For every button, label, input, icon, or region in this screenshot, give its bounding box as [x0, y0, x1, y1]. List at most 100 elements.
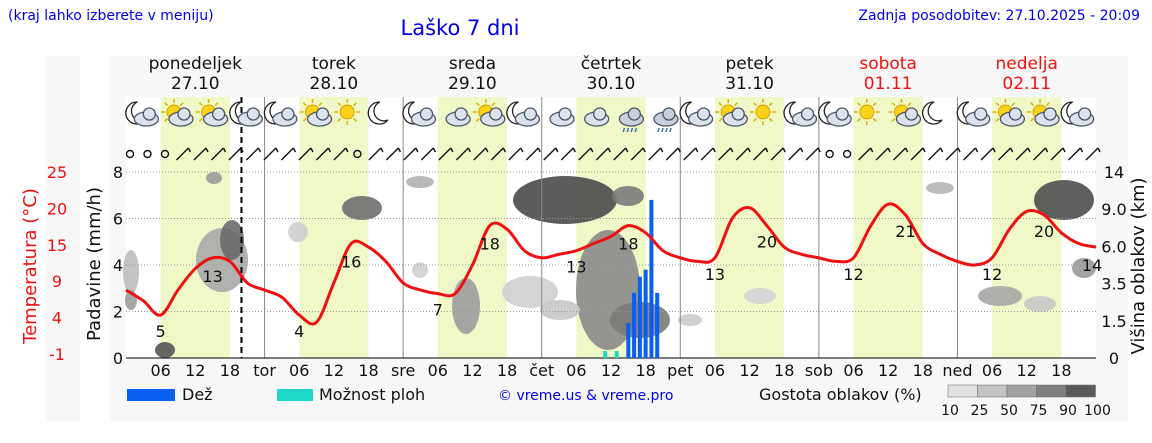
- wind-arrow-icon: [560, 147, 574, 161]
- rain-tick-label: 8: [113, 163, 123, 182]
- cloud-puff: [662, 107, 676, 121]
- hour-tick-label: 18: [220, 361, 240, 380]
- sun-ray: [857, 117, 861, 122]
- wind-barb: [800, 147, 804, 153]
- hour-tick-label: 06: [150, 361, 170, 380]
- moon-icon: [922, 101, 943, 125]
- wind-barb: [625, 147, 629, 153]
- hour-tick-label: 12: [878, 361, 898, 380]
- sun-ray: [302, 117, 307, 122]
- rain-bar: [632, 292, 637, 358]
- rain-bar: [655, 292, 660, 358]
- sun-ray: [164, 102, 169, 107]
- cloud-blob: [123, 250, 139, 294]
- wind-arrow-icon: [298, 147, 312, 161]
- cloud-tick-label: 0: [1109, 349, 1119, 368]
- rain-bar: [643, 269, 648, 358]
- moon-cloud-icon: [783, 101, 818, 127]
- sun-ray: [857, 102, 861, 107]
- cloud-puff: [211, 107, 226, 121]
- daylight-band: [299, 97, 369, 358]
- day-name: nedelja: [996, 54, 1058, 74]
- wind-barb: [992, 147, 996, 153]
- wind-arrow-icon: [210, 147, 224, 161]
- cloud-blob: [513, 176, 617, 224]
- cloud-blob: [412, 262, 428, 278]
- wind-barb: [1027, 147, 1031, 153]
- wind-arrow-icon: [228, 147, 242, 161]
- wind-barb: [397, 147, 401, 153]
- wind-arrow-icon: [508, 147, 522, 161]
- rain-bar: [637, 276, 642, 358]
- wind-barb: [327, 147, 332, 153]
- hour-tick-label: 18: [497, 361, 517, 380]
- wind-arrow-icon: [875, 147, 889, 161]
- wind-arrow-icon: [630, 147, 644, 161]
- sun-ray: [891, 117, 896, 122]
- wind-calm-icon: [143, 149, 152, 159]
- sun-ray: [1030, 117, 1035, 122]
- wind-arrow-icon: [928, 147, 942, 161]
- cloud-tick-label: 1.5: [1101, 312, 1126, 331]
- wind-barb: [730, 147, 734, 153]
- day-name: sobota: [859, 54, 917, 74]
- wind-calm-icon: [125, 149, 135, 159]
- wind-barb: [590, 147, 594, 153]
- chart-grid: [126, 97, 1096, 359]
- cloud-blob: [220, 220, 244, 260]
- cloud-blob: [155, 342, 175, 358]
- credit-link[interactable]: © vreme.us & vreme.pro: [498, 388, 674, 404]
- cloud-puff: [1078, 107, 1092, 121]
- wind-barb: [205, 147, 209, 153]
- wind-barb: [974, 147, 979, 153]
- wind-calm-icon: [160, 149, 170, 159]
- sun-ray: [337, 102, 342, 107]
- rain-tick-label: 0: [113, 349, 123, 368]
- rain-drop: [665, 127, 668, 133]
- wind-barb: [677, 147, 681, 153]
- wind-barb: [432, 147, 436, 153]
- temperature-label: 13: [705, 265, 725, 284]
- wind-barb: [572, 147, 576, 153]
- rain-drop: [657, 127, 660, 133]
- wind-barb: [380, 147, 384, 153]
- day-date: 28.10: [310, 74, 359, 94]
- cloud-puff: [523, 107, 538, 121]
- day-name: ponedeljek: [149, 54, 243, 74]
- temperature-label: 14: [1082, 256, 1102, 275]
- cloud-blob: [452, 278, 480, 334]
- sun-ray: [872, 117, 877, 122]
- hour-tick-label: 18: [774, 361, 794, 380]
- wind-barb: [747, 147, 751, 153]
- sun-cloud-icon: [195, 99, 229, 127]
- cloud-density-level: 90: [1059, 403, 1077, 419]
- wind-barb: [1044, 147, 1049, 153]
- sun-cloud-icon: [299, 99, 333, 127]
- wind-arrow-icon: [525, 147, 539, 161]
- shower-legend-label: Možnost ploh: [319, 385, 425, 404]
- wind-arrow-icon: [735, 147, 749, 161]
- temperature-label: 13: [202, 267, 222, 286]
- temp-tick-label: 15: [47, 236, 67, 255]
- rain-tick-label: 4: [113, 256, 123, 275]
- temperature-label: 20: [757, 233, 777, 252]
- day-name: petek: [725, 54, 773, 74]
- moon-cloud-icon: [506, 101, 541, 127]
- cloud-blob: [406, 176, 434, 188]
- cloud-rain-icon: [653, 107, 679, 133]
- cloud-puff: [142, 107, 156, 121]
- wind-arrow-icon: [193, 147, 207, 161]
- temperature-label: 13: [566, 258, 586, 277]
- sun-cloud-icon: [715, 99, 748, 127]
- shower-legend-swatch: [277, 389, 313, 401]
- moon-cloud-icon: [1060, 101, 1095, 127]
- wind-barb: [957, 147, 961, 153]
- temperature-label: 21: [895, 222, 915, 241]
- cloud-blob: [540, 300, 580, 320]
- cloud-puff: [627, 107, 641, 121]
- wind-arrow-icon: [473, 147, 487, 161]
- chart-background: [46, 56, 1128, 422]
- temperature-label: 4: [294, 322, 304, 341]
- wind-calm-icon: [842, 149, 852, 159]
